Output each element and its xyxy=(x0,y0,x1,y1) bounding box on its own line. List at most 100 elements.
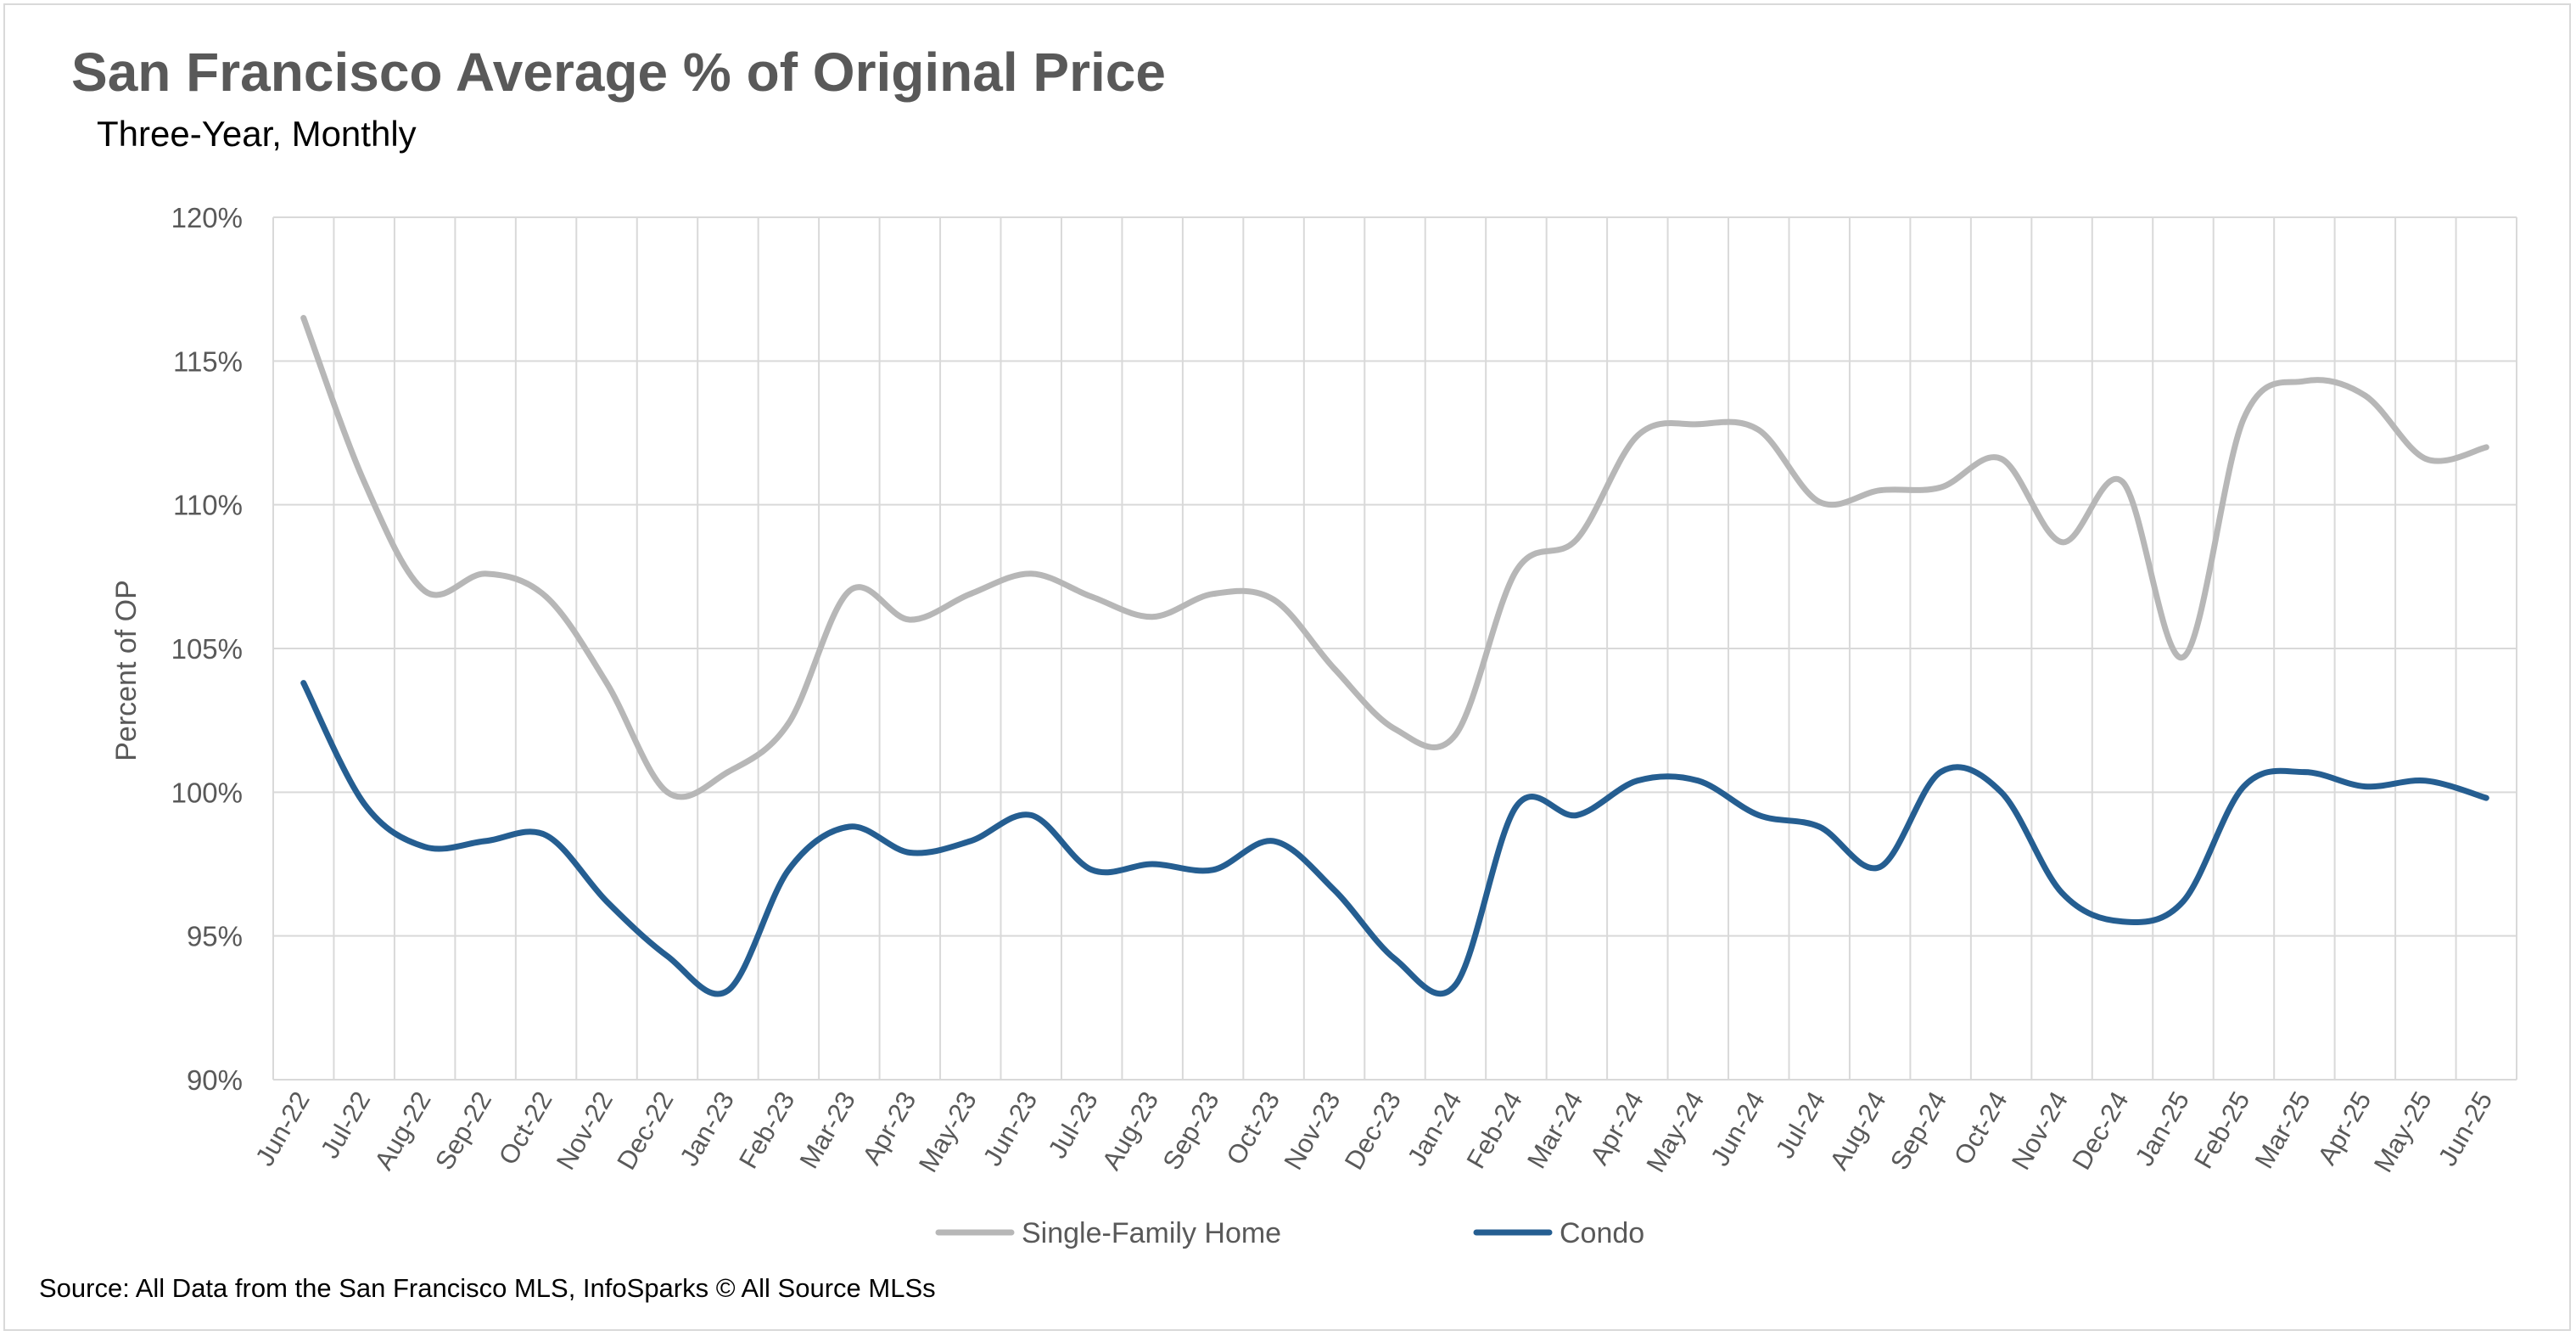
data-point-single-family-home xyxy=(1998,456,2004,462)
y-tick-label: 105% xyxy=(171,633,243,665)
data-point-condo xyxy=(725,988,731,994)
data-point-condo xyxy=(664,953,670,959)
y-tick-label: 100% xyxy=(171,777,243,808)
x-tick-label: Sep-22 xyxy=(429,1086,497,1175)
data-point-condo xyxy=(2422,777,2428,783)
chart-subtitle: Three-Year, Monthly xyxy=(97,114,417,154)
x-tick-label: Apr-23 xyxy=(857,1086,922,1170)
data-point-single-family-home xyxy=(2422,456,2428,462)
data-point-condo xyxy=(543,833,549,839)
data-point-single-family-home xyxy=(1938,485,1944,491)
y-axis-ticks: 90% 95% 100% 105% 110% 115% 120% xyxy=(171,202,243,1096)
data-point-condo xyxy=(300,680,306,686)
x-tick-label: Feb-25 xyxy=(2188,1086,2255,1174)
data-point-condo xyxy=(907,850,913,856)
y-tick-label: 110% xyxy=(173,490,243,521)
data-point-single-family-home xyxy=(725,769,731,775)
x-tick-label: Aug-24 xyxy=(1823,1086,1891,1175)
x-tick-label: Nov-24 xyxy=(2006,1086,2074,1175)
x-tick-label: Jun-22 xyxy=(249,1086,316,1171)
data-point-single-family-home xyxy=(2180,654,2186,660)
data-point-single-family-home xyxy=(1453,732,1459,738)
data-point-condo xyxy=(1756,812,1761,818)
x-tick-label: Sep-23 xyxy=(1156,1086,1224,1175)
data-point-single-family-home xyxy=(1695,421,1701,427)
source-note: Source: All Data from the San Francisco … xyxy=(39,1273,936,1303)
x-tick-label: Jun-23 xyxy=(977,1086,1044,1171)
data-point-condo xyxy=(967,838,973,844)
data-point-single-family-home xyxy=(1817,499,1823,505)
x-tick-label: Oct-24 xyxy=(1948,1086,2013,1170)
data-point-single-family-home xyxy=(967,591,973,597)
x-tick-label: Sep-24 xyxy=(1884,1086,1952,1175)
x-axis-ticks: Jun-22Jul-22Aug-22Sep-22Oct-22Nov-22Dec-… xyxy=(249,1086,2498,1177)
gridlines xyxy=(272,216,2517,1081)
data-point-single-family-home xyxy=(1634,433,1640,439)
data-point-single-family-home xyxy=(1513,568,1519,574)
chart-title: San Francisco Average % of Original Pric… xyxy=(71,42,1166,103)
x-tick-label: May-24 xyxy=(1640,1086,1710,1177)
x-tick-label: Nov-23 xyxy=(1278,1086,1346,1175)
data-point-condo xyxy=(786,867,792,873)
data-point-condo xyxy=(2301,769,2307,775)
data-point-single-family-home xyxy=(664,789,670,795)
data-point-condo xyxy=(1877,864,1883,870)
data-point-condo xyxy=(2059,890,2065,895)
x-tick-label: Mar-24 xyxy=(1521,1086,1588,1174)
series-line-condo xyxy=(300,680,2489,997)
x-tick-label: Aug-22 xyxy=(368,1086,436,1175)
data-point-condo xyxy=(1634,777,1640,783)
x-tick-label: Jun-24 xyxy=(1705,1086,1771,1171)
y-tick-label: 115% xyxy=(173,345,243,377)
data-point-single-family-home xyxy=(1331,665,1337,671)
data-point-single-family-home xyxy=(2301,379,2307,385)
x-tick-label: Apr-24 xyxy=(1584,1086,1649,1170)
legend-label: Condo xyxy=(1560,1217,1644,1249)
data-point-single-family-home xyxy=(1756,427,1761,433)
data-point-condo xyxy=(1574,812,1580,818)
data-point-condo xyxy=(2120,918,2125,924)
data-point-condo xyxy=(1453,982,1459,988)
data-point-condo xyxy=(1210,867,1216,873)
data-point-condo xyxy=(1089,867,1095,873)
data-point-single-family-home xyxy=(543,594,549,600)
data-point-condo xyxy=(1331,887,1337,893)
x-tick-label: May-23 xyxy=(913,1086,983,1177)
data-point-condo xyxy=(1998,789,2004,795)
data-point-single-family-home xyxy=(2120,479,2125,485)
data-point-condo xyxy=(1150,862,1156,867)
data-point-single-family-home xyxy=(1089,594,1095,600)
data-point-single-family-home xyxy=(1150,614,1156,620)
data-point-single-family-home xyxy=(1271,597,1277,603)
data-point-condo xyxy=(1695,777,1701,783)
data-point-single-family-home xyxy=(2362,392,2368,398)
x-tick-label: May-25 xyxy=(2368,1086,2438,1177)
data-point-single-family-home xyxy=(2241,416,2247,422)
series-line-single-family-home xyxy=(300,315,2489,800)
data-point-single-family-home xyxy=(1877,487,1883,493)
x-tick-label: Mar-23 xyxy=(794,1086,861,1174)
data-point-condo xyxy=(422,844,428,850)
data-point-single-family-home xyxy=(1028,570,1034,576)
x-tick-label: Jun-25 xyxy=(2433,1086,2499,1171)
x-tick-label: Mar-25 xyxy=(2249,1086,2316,1174)
data-point-condo xyxy=(1513,804,1519,810)
data-point-condo xyxy=(604,899,610,905)
data-point-single-family-home xyxy=(2059,539,2065,545)
data-point-single-family-home xyxy=(786,721,792,727)
y-axis-label: Percent of OP xyxy=(110,580,143,761)
data-point-single-family-home xyxy=(300,315,306,321)
data-point-single-family-home xyxy=(483,570,489,576)
legend: Single-Family Home Condo xyxy=(935,1217,1644,1249)
data-point-condo xyxy=(2241,783,2247,789)
x-tick-label: Feb-23 xyxy=(733,1086,800,1174)
data-point-condo xyxy=(1817,823,1823,829)
data-point-condo xyxy=(1938,769,1944,775)
x-tick-label: Jul-23 xyxy=(1042,1086,1104,1164)
x-tick-label: Jan-23 xyxy=(674,1086,740,1171)
chart-frame xyxy=(3,3,2571,1331)
data-point-condo xyxy=(483,838,489,844)
data-point-condo xyxy=(1392,956,1398,962)
data-point-single-family-home xyxy=(1574,536,1580,542)
